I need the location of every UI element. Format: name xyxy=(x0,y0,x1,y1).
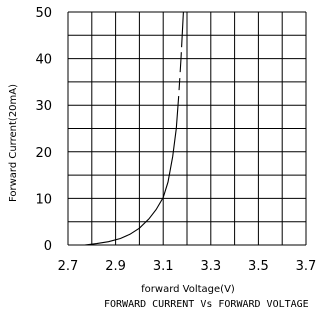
x-tick-label: 3.3 xyxy=(200,259,221,274)
series-line xyxy=(84,11,184,246)
y-tick-label: 20 xyxy=(35,146,52,161)
chart-grid xyxy=(67,11,307,246)
y-tick-label: 0 xyxy=(44,239,52,254)
y-tick-label: 10 xyxy=(35,192,52,207)
x-axis-label: forward Voltage(V) xyxy=(141,284,235,295)
y-axis-label: Forward Current(20mA) xyxy=(8,84,19,202)
x-tick-label: 2.9 xyxy=(105,259,126,274)
x-tick-label: 3.5 xyxy=(248,259,269,274)
x-axis-ticks: 2.7 2.9 3.1 3.3 3.5 3.7 xyxy=(58,259,317,274)
x-tick-label: 3.7 xyxy=(296,259,317,274)
y-tick-label: 30 xyxy=(35,99,52,114)
y-tick-label: 50 xyxy=(35,6,52,21)
y-tick-label: 40 xyxy=(35,53,52,68)
x-tick-label: 2.7 xyxy=(58,259,79,274)
chart-title: FORWARD CURRENT Vs FORWARD VOLTAGE xyxy=(104,299,309,310)
chart-series xyxy=(84,11,184,246)
x-tick-label: 3.1 xyxy=(153,259,174,274)
y-axis-ticks: 0 10 20 30 40 50 xyxy=(35,6,52,254)
